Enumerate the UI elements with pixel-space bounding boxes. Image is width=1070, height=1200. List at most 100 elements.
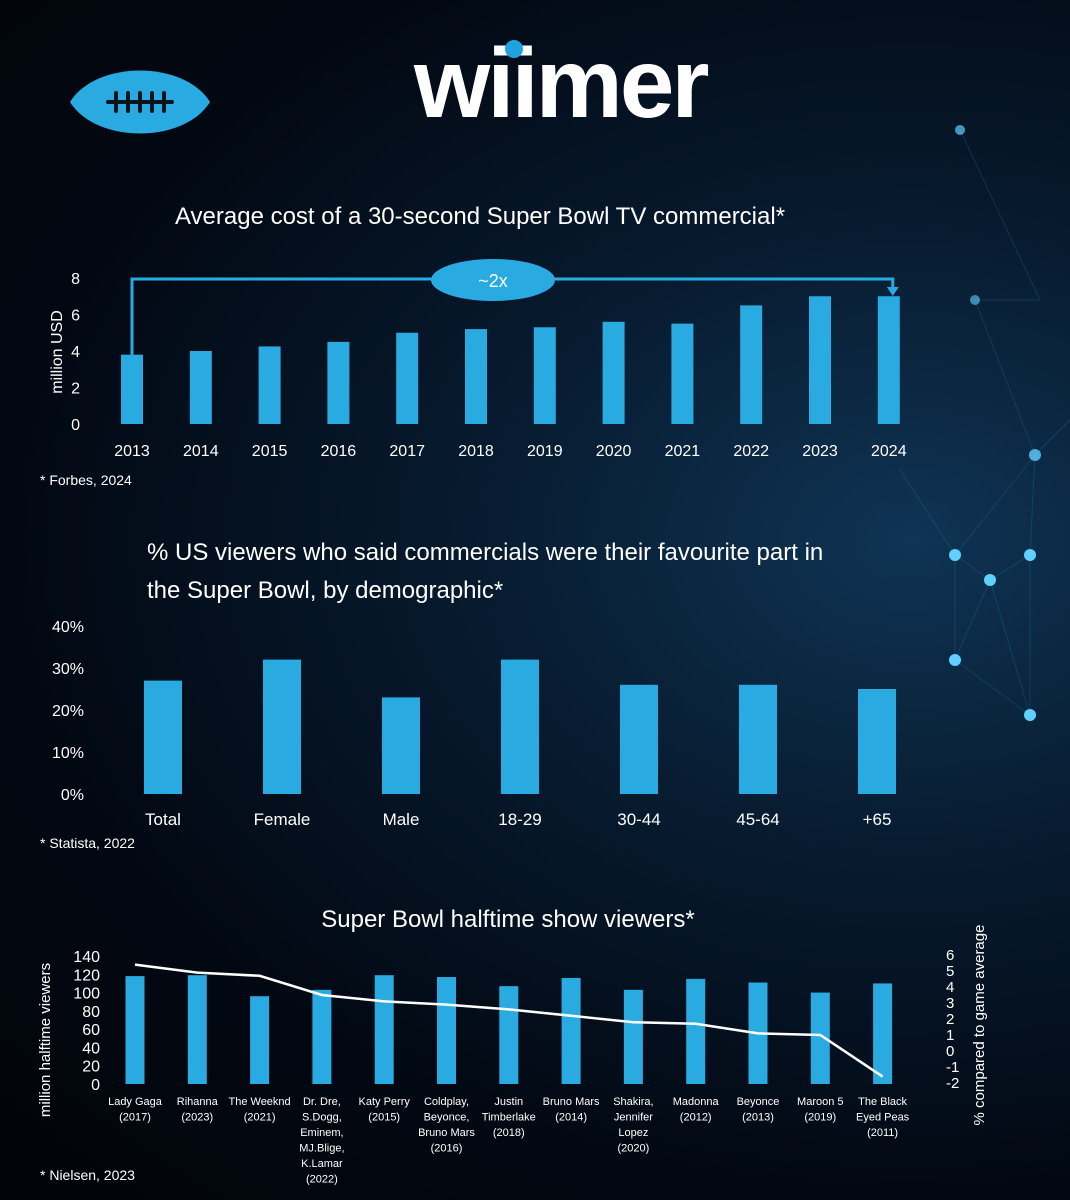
chart2-bar — [501, 659, 539, 794]
chart3-xtick-line: (2011) — [867, 1127, 898, 1139]
chart2-bar — [382, 697, 420, 794]
chart2-source: * Statista, 2022 — [40, 835, 135, 851]
chart1-bar — [121, 354, 143, 424]
chart3-y2label: % compared to game average — [971, 925, 988, 1126]
chart3-xtick-line: (2017) — [119, 1112, 151, 1124]
chart1-xtick: 2017 — [389, 443, 425, 460]
chart3-xtick-line: Bruno Mars — [418, 1127, 475, 1139]
chart1-arrowhead — [886, 287, 899, 296]
chart3-bar — [187, 975, 207, 1084]
chart1-xtick: 2019 — [527, 443, 563, 460]
chart3-xtick-line: The Weeknd — [229, 1096, 291, 1108]
chart2-xtick: Female — [254, 810, 311, 829]
chart3-xtick-line: Lopez — [618, 1127, 648, 1139]
chart3-bar — [810, 992, 830, 1084]
chart3-xtick-line: Bruno Mars — [543, 1096, 600, 1108]
chart1-bar — [809, 296, 831, 424]
chart2-xtick: +65 — [863, 810, 892, 829]
chart3-xtick-line: (2016) — [431, 1143, 463, 1155]
chart2-xtick: Male — [383, 810, 420, 829]
football-icon — [70, 70, 210, 134]
chart3-ytick: 120 — [73, 967, 100, 984]
chart3-xtick-line: Jennifer — [614, 1112, 653, 1124]
chart1-ytick: 0 — [71, 417, 80, 434]
chart1-xtick: 2023 — [802, 443, 838, 460]
chart1-bar — [602, 321, 625, 424]
chart3-xtick-line: Dr. Dre, — [303, 1096, 341, 1108]
chart1-bar — [396, 332, 419, 424]
chart3-xtick-line: The Black — [858, 1096, 907, 1108]
chart3-title: Super Bowl halftime show viewers* — [321, 906, 695, 933]
chart3-xtick-line: Maroon 5 — [797, 1096, 843, 1108]
chart2-title-line1: % US viewers who said commercials were t… — [147, 539, 823, 566]
chart3-bar — [374, 975, 394, 1084]
chart2-bar — [144, 680, 182, 794]
chart2-ytick: 30% — [52, 661, 84, 678]
chart3-bar — [873, 983, 893, 1084]
chart1-bar — [189, 351, 212, 424]
chart1-bar — [327, 341, 350, 424]
chart2-xtick: 45-64 — [736, 810, 779, 829]
chart2-ytick: 0% — [61, 787, 84, 804]
chart1-source: * Forbes, 2024 — [40, 472, 132, 488]
chart2-bar — [739, 684, 777, 794]
chart3-line-series — [134, 963, 884, 1078]
chart3-bar — [499, 986, 519, 1084]
chart2-title-line2: the Super Bowl, by demographic* — [147, 577, 503, 604]
chart3-ytick: 60 — [82, 1022, 100, 1039]
chart3-y2tick: 4 — [946, 979, 954, 996]
chart2-xtick: 18-29 — [498, 810, 541, 829]
chart2-ytick: 40% — [52, 619, 84, 636]
chart1-bar — [258, 346, 281, 424]
chart2-ytick: 20% — [52, 703, 84, 720]
chart2-xtick: Total — [145, 810, 181, 829]
chart3-xtick-line: Madonna — [673, 1096, 720, 1108]
chart1-bar — [877, 296, 900, 424]
chart3-ylabel: million halftime viewers — [37, 963, 54, 1117]
chart3-y2tick: -1 — [946, 1059, 959, 1076]
chart1-title: Average cost of a 30-second Super Bowl T… — [175, 203, 785, 230]
chart1-ytick: 2 — [71, 381, 80, 398]
chart3-y2tick: -2 — [946, 1075, 959, 1092]
chart1-xtick: 2024 — [871, 443, 907, 460]
chart3-xtick-line: (2020) — [618, 1143, 650, 1155]
chart1-bar — [671, 323, 694, 424]
chart3-xtick-line: Katy Perry — [359, 1096, 411, 1108]
chart1-bar — [740, 305, 763, 424]
chart3-xtick-line: Lady Gaga — [108, 1096, 163, 1108]
chart1-ytick: 8 — [71, 271, 80, 288]
chart1-xtick: 2016 — [321, 443, 357, 460]
chart3-bar — [250, 996, 270, 1084]
chart3-bar — [561, 977, 581, 1084]
chart1-xtick: 2015 — [252, 443, 288, 460]
chart1-bar — [465, 329, 487, 424]
chart3-xtick-line: MJ.Blige, — [299, 1143, 344, 1155]
chart3-xtick-line: Justin — [494, 1096, 523, 1108]
chart1-xtick: 2021 — [665, 443, 701, 460]
chart1-ylabel: million USD — [49, 310, 66, 394]
chart1-annotation-badge — [431, 259, 555, 301]
chart3-ytick: 40 — [82, 1040, 100, 1057]
chart2-xtick: 30-44 — [617, 810, 660, 829]
brand-dot — [505, 40, 523, 58]
chart3-xtick-line: Rihanna — [177, 1096, 219, 1108]
chart3-ytick: 140 — [73, 949, 100, 966]
chart2-bar — [620, 684, 658, 794]
chart2-bar — [858, 689, 896, 794]
brand-wordmark: wiimer — [414, 28, 709, 138]
chart3-bar — [623, 989, 643, 1084]
chart1-xtick: 2013 — [114, 443, 150, 460]
chart1-xtick: 2014 — [183, 443, 219, 460]
chart1-xtick: 2018 — [458, 443, 494, 460]
chart3-xtick-line: Coldplay, — [424, 1096, 469, 1108]
chart3-xtick-line: (2015) — [368, 1112, 400, 1124]
chart3-xtick-line: (2021) — [244, 1112, 276, 1124]
chart3-ytick: 0 — [91, 1077, 100, 1094]
chart3-xtick-line: Beyonce, — [424, 1112, 470, 1124]
chart3-xtick-line: (2018) — [493, 1127, 525, 1139]
chart1-annotation: ~2x — [478, 271, 508, 291]
chart3-ytick: 20 — [82, 1059, 100, 1076]
chart3-y2tick: 0 — [946, 1043, 954, 1060]
chart2-ytick: 10% — [52, 745, 84, 762]
